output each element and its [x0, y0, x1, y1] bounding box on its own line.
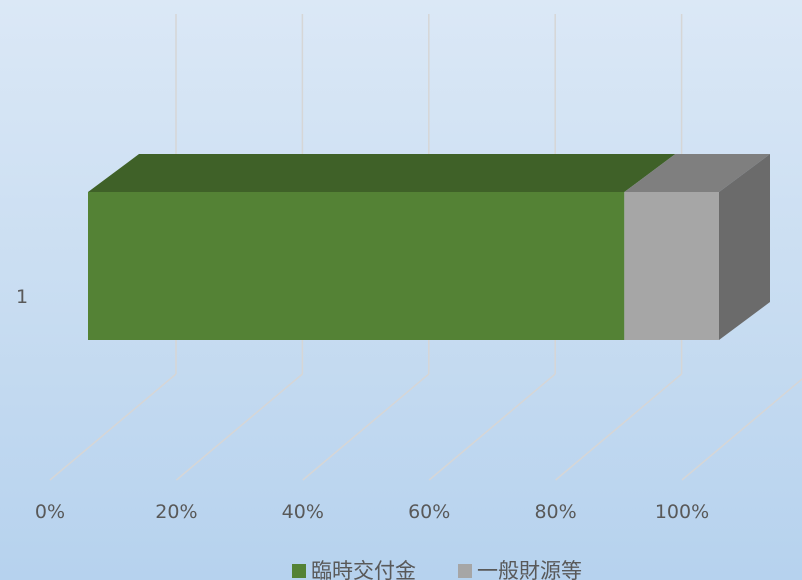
bar-front-face [88, 192, 625, 340]
x-tick-label: 100% [655, 501, 709, 523]
bars [88, 154, 770, 340]
x-tick-label: 80% [534, 501, 576, 523]
x-tick-label: 20% [155, 501, 197, 523]
floor-gridline [49, 373, 177, 481]
bar-top-face [624, 154, 770, 192]
bar-front-face [624, 192, 719, 340]
x-tick-label: 60% [408, 501, 450, 523]
legend-label: 一般財源等 [477, 559, 582, 580]
legend: 臨時交付金 一般財源等 [292, 559, 582, 580]
legend-item-1: 臨時交付金 [292, 559, 416, 580]
category-label: 1 [16, 286, 28, 308]
floor-gridline [428, 373, 556, 481]
floor-gridline [302, 373, 430, 481]
bar-segment-1 [88, 154, 676, 340]
legend-label: 臨時交付金 [311, 559, 416, 580]
legend-swatch [292, 564, 306, 578]
x-tick-label: 40% [282, 501, 324, 523]
floor-gridline [555, 373, 683, 481]
x-axis-ticks: 0% 20% 40% 60% 80% 100% [35, 501, 709, 523]
x-tick-label: 0% [35, 501, 65, 523]
bar-segment-2 [624, 154, 770, 340]
floor-gridline [175, 373, 303, 481]
legend-swatch [458, 564, 472, 578]
bar-top-face [88, 154, 676, 192]
floor-gridline [681, 378, 802, 481]
bar-side-face [719, 154, 770, 340]
legend-item-2: 一般財源等 [458, 559, 582, 580]
category-axis: 1 [16, 286, 28, 308]
